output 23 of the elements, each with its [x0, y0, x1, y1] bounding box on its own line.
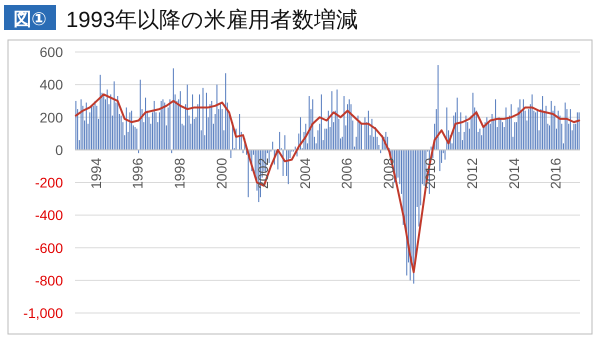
x-tick-label: 2000 — [213, 158, 230, 190]
x-tick-label: 2002 — [255, 158, 272, 190]
badge: 図① — [4, 5, 56, 30]
y-tick-label: -400 — [34, 207, 64, 224]
x-tick-label: 2006 — [338, 158, 355, 190]
y-tick-label: 600 — [40, 44, 64, 60]
x-tick-label: 2014 — [506, 158, 522, 190]
y-tick-label: 0 — [55, 142, 64, 158]
y-tick-label: -200 — [34, 174, 64, 190]
y-tick-label: -1,000 — [23, 305, 64, 321]
y-tick-label: -800 — [34, 272, 64, 288]
y-tick-label: 400 — [40, 76, 64, 93]
x-tick-label: 1996 — [130, 158, 146, 190]
x-tick-label: 2010 — [422, 158, 438, 190]
y-tick-label: 200 — [40, 109, 64, 126]
y-tick-label: -600 — [34, 240, 64, 256]
chart-title: 1993年以降の米雇用者数増減 — [66, 7, 358, 32]
x-tick-label: 2008 — [380, 158, 396, 190]
x-tick-label: 2012 — [464, 158, 480, 190]
x-tick-label: 2004 — [296, 158, 313, 190]
x-tick-label: 1994 — [88, 158, 104, 190]
x-tick-label: 1998 — [171, 158, 188, 190]
x-tick-label: 2016 — [548, 158, 564, 190]
